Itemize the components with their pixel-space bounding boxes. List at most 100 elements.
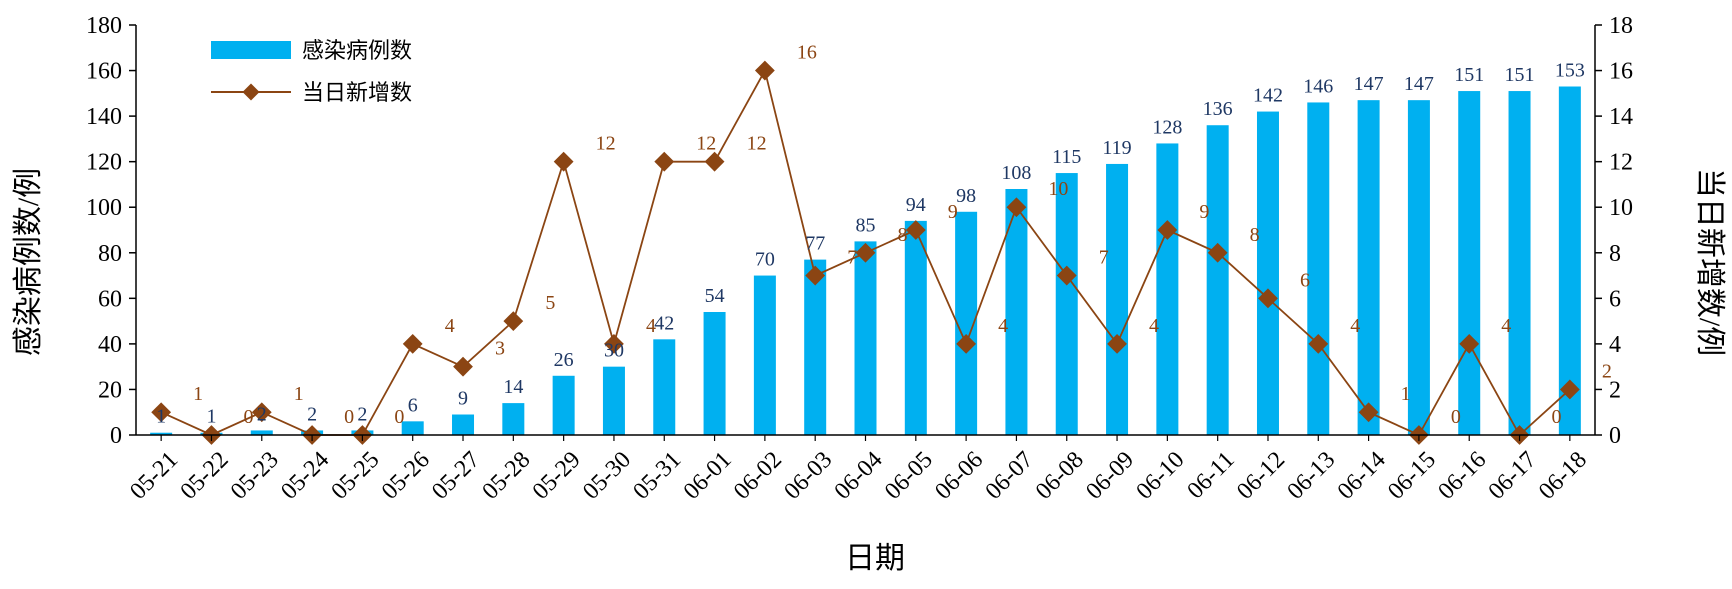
x-tick-label: 06-05 bbox=[880, 447, 938, 505]
y2-tick-label: 4 bbox=[1609, 332, 1621, 358]
bar-data-label: 2 bbox=[257, 403, 267, 425]
legend-bar-label: 感染病例数 bbox=[302, 38, 412, 63]
line-data-label: 0 bbox=[344, 406, 354, 428]
y-tick-label: 0 bbox=[110, 423, 122, 449]
line-data-label: 4 bbox=[445, 315, 455, 337]
line-data-label: 4 bbox=[646, 315, 656, 337]
line-data-label: 4 bbox=[1501, 315, 1511, 337]
line-point-marker bbox=[1559, 379, 1580, 400]
line-data-label: 7 bbox=[1099, 247, 1109, 269]
x-tick-label: 05-25 bbox=[327, 447, 385, 505]
bar bbox=[854, 241, 877, 435]
x-tick-label: 06-12 bbox=[1232, 447, 1290, 505]
x-tick-label: 05-31 bbox=[628, 447, 686, 505]
y-tick-label: 120 bbox=[86, 150, 122, 176]
line-data-label: 4 bbox=[1350, 315, 1360, 337]
line-data-label: 4 bbox=[1149, 315, 1159, 337]
bar bbox=[1307, 102, 1330, 435]
bar-data-label: 151 bbox=[1454, 64, 1484, 86]
line-point-marker bbox=[704, 151, 725, 172]
line-data-label: 0 bbox=[1552, 406, 1562, 428]
line-point-marker bbox=[1157, 220, 1178, 240]
x-tick-label: 05-24 bbox=[276, 447, 334, 505]
bar-data-label: 14 bbox=[503, 376, 523, 398]
line-data-label: 12 bbox=[696, 133, 716, 155]
bar-data-label: 147 bbox=[1354, 73, 1384, 95]
bar bbox=[1005, 189, 1028, 435]
bar-data-label: 94 bbox=[906, 194, 926, 216]
bar bbox=[502, 403, 525, 435]
legend-line-marker bbox=[242, 83, 260, 101]
line-data-label: 9 bbox=[1199, 201, 1209, 223]
y2-tick-label: 8 bbox=[1609, 241, 1621, 267]
x-tick-label: 06-03 bbox=[779, 447, 837, 505]
bar-data-label: 77 bbox=[805, 233, 825, 255]
bar bbox=[150, 432, 173, 435]
bar bbox=[904, 220, 927, 435]
y-tick-label: 160 bbox=[86, 59, 122, 85]
line-data-label: 5 bbox=[545, 292, 555, 314]
bar-data-label: 30 bbox=[604, 340, 624, 362]
line-data-label: 8 bbox=[1250, 224, 1260, 246]
line-point-marker bbox=[654, 151, 675, 172]
x-tick-label: 06-11 bbox=[1182, 447, 1239, 504]
y2-tick-label: 16 bbox=[1609, 59, 1633, 85]
bar-data-label: 147 bbox=[1404, 73, 1434, 95]
legend: 感染病例数 当日新增数 bbox=[211, 38, 412, 105]
y2-tick-label: 0 bbox=[1609, 423, 1621, 449]
line-point-marker bbox=[805, 265, 826, 286]
bar bbox=[1106, 163, 1129, 435]
bar bbox=[1558, 86, 1581, 435]
bar-data-label: 1 bbox=[206, 406, 216, 428]
y-axis-title: 感染病例数/例 bbox=[12, 168, 45, 356]
bar-data-label: 128 bbox=[1152, 116, 1182, 138]
x-tick-label: 06-10 bbox=[1132, 447, 1190, 505]
line-data-label: 4 bbox=[998, 315, 1008, 337]
line-point-marker bbox=[151, 402, 172, 423]
line-data-label: 3 bbox=[495, 338, 505, 360]
bar bbox=[250, 430, 273, 435]
y2-tick-label: 6 bbox=[1609, 286, 1621, 312]
bar-data-label: 2 bbox=[307, 403, 317, 425]
line-data-label: 6 bbox=[1300, 269, 1310, 291]
x-tick-label: 06-17 bbox=[1484, 447, 1542, 505]
line-point-marker bbox=[553, 151, 574, 172]
line-point-marker bbox=[1056, 265, 1077, 286]
x-tick-label: 05-22 bbox=[176, 447, 234, 505]
line-data-label: 1 bbox=[1401, 383, 1411, 405]
x-tick-label: 06-07 bbox=[981, 447, 1039, 505]
x-tick-label: 06-06 bbox=[930, 447, 988, 505]
y-tick-label: 140 bbox=[86, 104, 122, 130]
x-tick-label: 06-14 bbox=[1333, 447, 1391, 505]
line-point-marker bbox=[956, 333, 977, 354]
y-tick-label: 20 bbox=[98, 377, 122, 403]
line-point-marker bbox=[604, 333, 624, 354]
line-point-marker bbox=[1107, 333, 1127, 354]
x-tick-label: 06-09 bbox=[1081, 447, 1139, 505]
bar bbox=[401, 421, 424, 435]
y2-tick-label: 14 bbox=[1609, 104, 1633, 130]
line-data-label: 9 bbox=[948, 201, 958, 223]
line-point-marker bbox=[1459, 333, 1480, 354]
x-tick-label: 06-13 bbox=[1282, 447, 1340, 505]
bar bbox=[1407, 100, 1430, 436]
line-data-label: 7 bbox=[847, 247, 857, 269]
x-tick-label: 05-29 bbox=[528, 447, 586, 505]
bar bbox=[703, 312, 726, 435]
x-tick-label: 06-18 bbox=[1534, 447, 1592, 505]
bar bbox=[804, 259, 827, 435]
bar bbox=[1357, 100, 1380, 436]
x-tick-label: 06-04 bbox=[830, 447, 888, 505]
x-axis-title: 日期 bbox=[845, 542, 905, 575]
line-point-marker bbox=[453, 356, 473, 377]
line-data-label: 0 bbox=[243, 406, 253, 428]
x-tick-label: 05-21 bbox=[125, 447, 183, 505]
bar bbox=[753, 275, 776, 435]
x-tick-label: 05-26 bbox=[377, 447, 435, 505]
line-point-marker bbox=[251, 402, 272, 423]
y2-tick-label: 10 bbox=[1609, 195, 1633, 221]
y2-tick-label: 18 bbox=[1609, 13, 1633, 39]
line-data-label: 2 bbox=[1602, 360, 1612, 382]
line-point-marker bbox=[1207, 242, 1228, 263]
